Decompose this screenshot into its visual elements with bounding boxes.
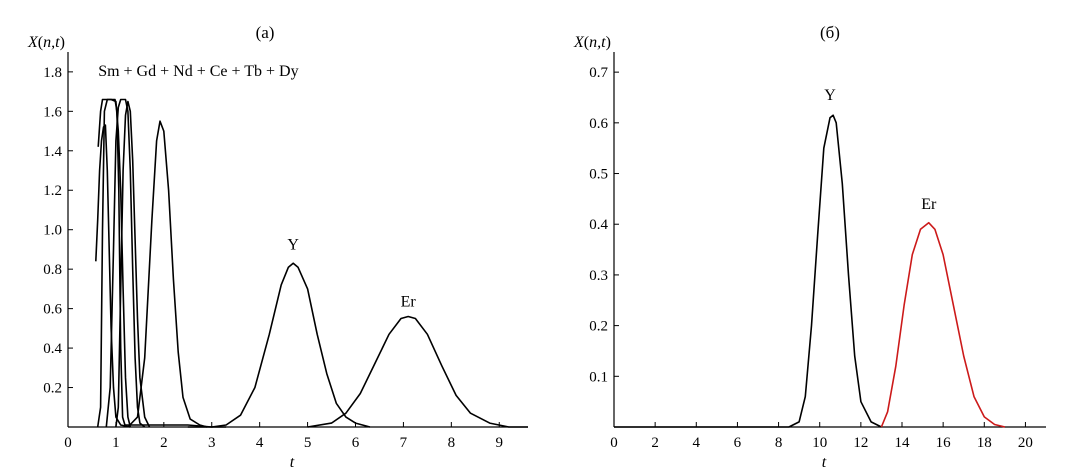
y-tick-label: 1.4 [43,144,62,160]
series-line-5 [115,100,151,428]
y-axis-title: X(n,t) [573,34,611,51]
series-line-6 [127,120,208,428]
x-tick-label: 0 [64,435,72,451]
x-tick-label: 6 [352,435,360,451]
annotation: Er [401,294,417,311]
x-tick-label: 2 [160,435,168,451]
y-tick-label: 0.8 [43,262,62,278]
annotation: Y [824,87,836,104]
y-tick-label: 0.5 [589,167,608,183]
panel-b: 0 2 4 6 8 10 12 14 16 18 20 0.1 0.2 0.3 0.4 0.5 0.6 0.7 X(… [573,23,1046,471]
x-tick-label: 9 [496,435,504,451]
x-tick-label: 2 [651,435,659,451]
x-axis-title: t [822,454,827,471]
y-tick-label: 1.2 [43,183,62,199]
panel-label: (б) [820,23,840,42]
x-tick-label: 8 [448,435,456,451]
y-tick-label: 1.6 [43,104,62,120]
y-tick-label: 0.2 [43,381,62,397]
x-tick-label: 8 [775,435,783,451]
annotation: Y [287,236,299,253]
y-axis-title: X(n,t) [27,34,65,51]
x-tick-label: 20 [1018,435,1033,451]
x-tick-label: 10 [812,435,827,451]
x-tick-label: 12 [853,435,868,451]
x-tick-label: 5 [304,435,312,451]
y-tick-label: 0.7 [589,65,608,81]
x-tick-label: 6 [734,435,742,451]
y-tick-label: 0.4 [589,217,608,233]
series-line-9 [307,315,528,428]
x-tick-label: 4 [693,435,701,451]
annotation: Er [921,196,937,213]
x-tick-label: 18 [977,435,992,451]
x-tick-label: 0 [610,435,618,451]
series-line-7 [125,424,227,428]
x-tick-label: 7 [400,435,408,451]
y-tick-label: 0.6 [589,116,608,132]
y-tick-label: 1.0 [43,223,62,239]
y-tick-label: 0.3 [589,268,608,284]
series-line-8 [187,262,371,428]
y-tick-label: 0.4 [43,341,62,357]
x-tick-label: 14 [895,435,911,451]
series-line-1 [614,114,882,428]
y-tick-label: 1.8 [43,65,62,81]
x-tick-label: 3 [208,435,216,451]
y-tick-label: 0.2 [589,319,608,335]
x-axis-title: t [290,454,295,471]
y-tick-label: 0.1 [589,369,608,385]
panel-a: 0 1 2 3 4 5 6 7 8 9 0.2 0.4 0.6 0.8 1.0 1.2 1.4 1.6 1.8 X(n… [27,23,528,471]
x-tick-label: 16 [936,435,952,451]
x-tick-label: 1 [112,435,120,451]
x-tick-label: 4 [256,435,264,451]
panel-label: (a) [256,23,275,42]
series-line-4 [105,98,146,428]
series-line-2 [880,221,1006,428]
series-line-1 [95,124,131,428]
annotation: Sm + Gd + Nd + Ce + Tb + Dy [98,63,298,80]
y-tick-label: 0.6 [43,302,62,318]
